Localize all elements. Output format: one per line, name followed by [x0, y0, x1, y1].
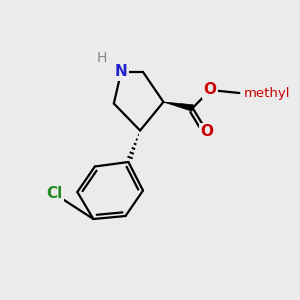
Text: O: O: [204, 82, 217, 98]
Text: H: H: [97, 52, 107, 65]
Text: O: O: [201, 124, 214, 140]
Polygon shape: [164, 102, 193, 111]
Text: Cl: Cl: [46, 186, 62, 201]
Text: methyl: methyl: [244, 86, 290, 100]
Text: N: N: [115, 64, 128, 80]
